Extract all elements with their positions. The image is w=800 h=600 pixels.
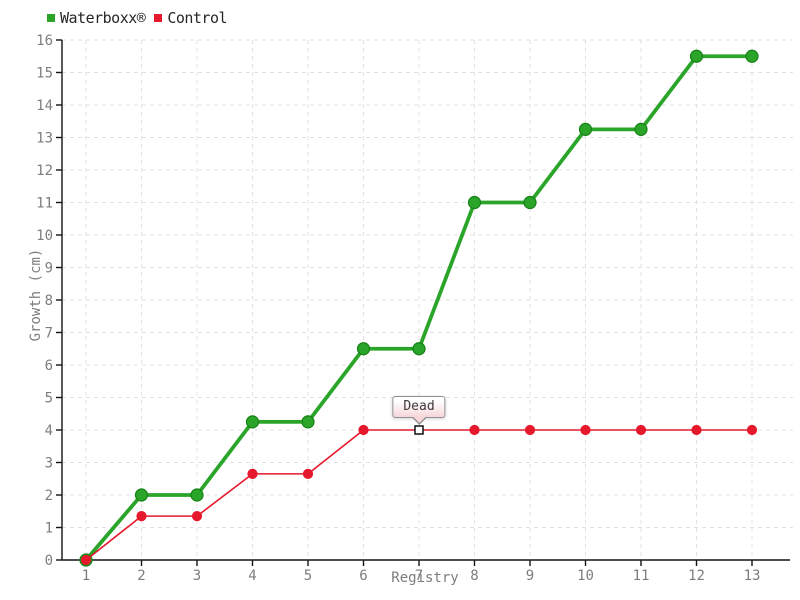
dead-point[interactable] (414, 425, 424, 435)
dead-tooltip: Dead (392, 396, 446, 425)
chart-legend: Waterboxx® Control (47, 9, 228, 27)
data-point[interactable] (301, 415, 315, 429)
svg-text:13: 13 (744, 568, 761, 584)
y-axis-label: Growth (cm) (28, 248, 44, 342)
control-legend-label: Control (167, 9, 228, 27)
svg-text:13: 13 (36, 131, 53, 147)
data-point[interactable] (635, 424, 647, 436)
svg-text:11: 11 (633, 568, 650, 584)
data-point[interactable] (523, 195, 537, 210)
data-point[interactable] (634, 122, 648, 136)
data-point[interactable] (191, 511, 203, 522)
svg-text:4: 4 (248, 568, 256, 584)
svg-text:16: 16 (36, 33, 53, 49)
svg-text:7: 7 (45, 326, 53, 342)
data-point[interactable] (580, 424, 591, 436)
data-point[interactable] (469, 424, 480, 436)
svg-text:6: 6 (359, 568, 367, 584)
data-point[interactable] (412, 342, 426, 356)
data-point[interactable] (467, 195, 482, 210)
data-point[interactable] (578, 122, 593, 136)
svg-text:3: 3 (193, 568, 201, 584)
svg-text:8: 8 (45, 293, 53, 309)
svg-text:9: 9 (526, 568, 534, 584)
control-swatch (154, 14, 163, 22)
svg-text:12: 12 (688, 568, 705, 584)
axes (56, 39, 790, 566)
svg-text:10: 10 (577, 568, 594, 584)
data-point[interactable] (356, 342, 371, 356)
data-point[interactable] (134, 488, 149, 502)
svg-text:2: 2 (45, 488, 53, 504)
svg-text:8: 8 (470, 568, 478, 584)
waterboxx-legend-label: Waterboxx® (60, 9, 146, 27)
data-point[interactable] (136, 511, 147, 522)
data-point[interactable] (689, 49, 704, 63)
svg-text:12: 12 (36, 163, 53, 179)
svg-text:5: 5 (45, 391, 53, 407)
svg-text:7: 7 (415, 568, 423, 584)
svg-text:14: 14 (36, 98, 53, 114)
svg-text:10: 10 (36, 228, 53, 244)
data-point[interactable] (302, 468, 314, 479)
gridlines (62, 39, 793, 560)
svg-text:11: 11 (36, 196, 53, 212)
data-point[interactable] (190, 488, 204, 502)
data-point[interactable] (80, 554, 92, 566)
waterboxx-swatch (47, 14, 55, 22)
data-point[interactable] (746, 424, 758, 436)
svg-text:0: 0 (45, 553, 53, 569)
svg-text:15: 15 (36, 66, 53, 82)
svg-text:1: 1 (45, 521, 53, 537)
legend-item-control: Control (154, 9, 228, 27)
legend-item-waterboxx: Waterboxx® (47, 9, 146, 27)
data-point[interactable] (358, 424, 369, 436)
svg-text:1: 1 (82, 568, 90, 584)
data-point[interactable] (524, 424, 536, 436)
svg-text:4: 4 (45, 423, 53, 439)
data-point[interactable] (247, 468, 258, 479)
data-point[interactable] (691, 424, 702, 436)
data-point[interactable] (245, 415, 260, 429)
x-tick-labels: 1 2 3 4 5 6 7 8 9 10 11 12 13 (82, 568, 761, 584)
svg-text:6: 6 (45, 358, 53, 374)
svg-text:3: 3 (45, 456, 53, 472)
data-point[interactable] (745, 49, 759, 63)
x-axis-label: Registry (391, 570, 459, 586)
svg-text:9: 9 (45, 261, 53, 277)
svg-text:2: 2 (137, 568, 145, 584)
svg-text:5: 5 (304, 568, 312, 584)
